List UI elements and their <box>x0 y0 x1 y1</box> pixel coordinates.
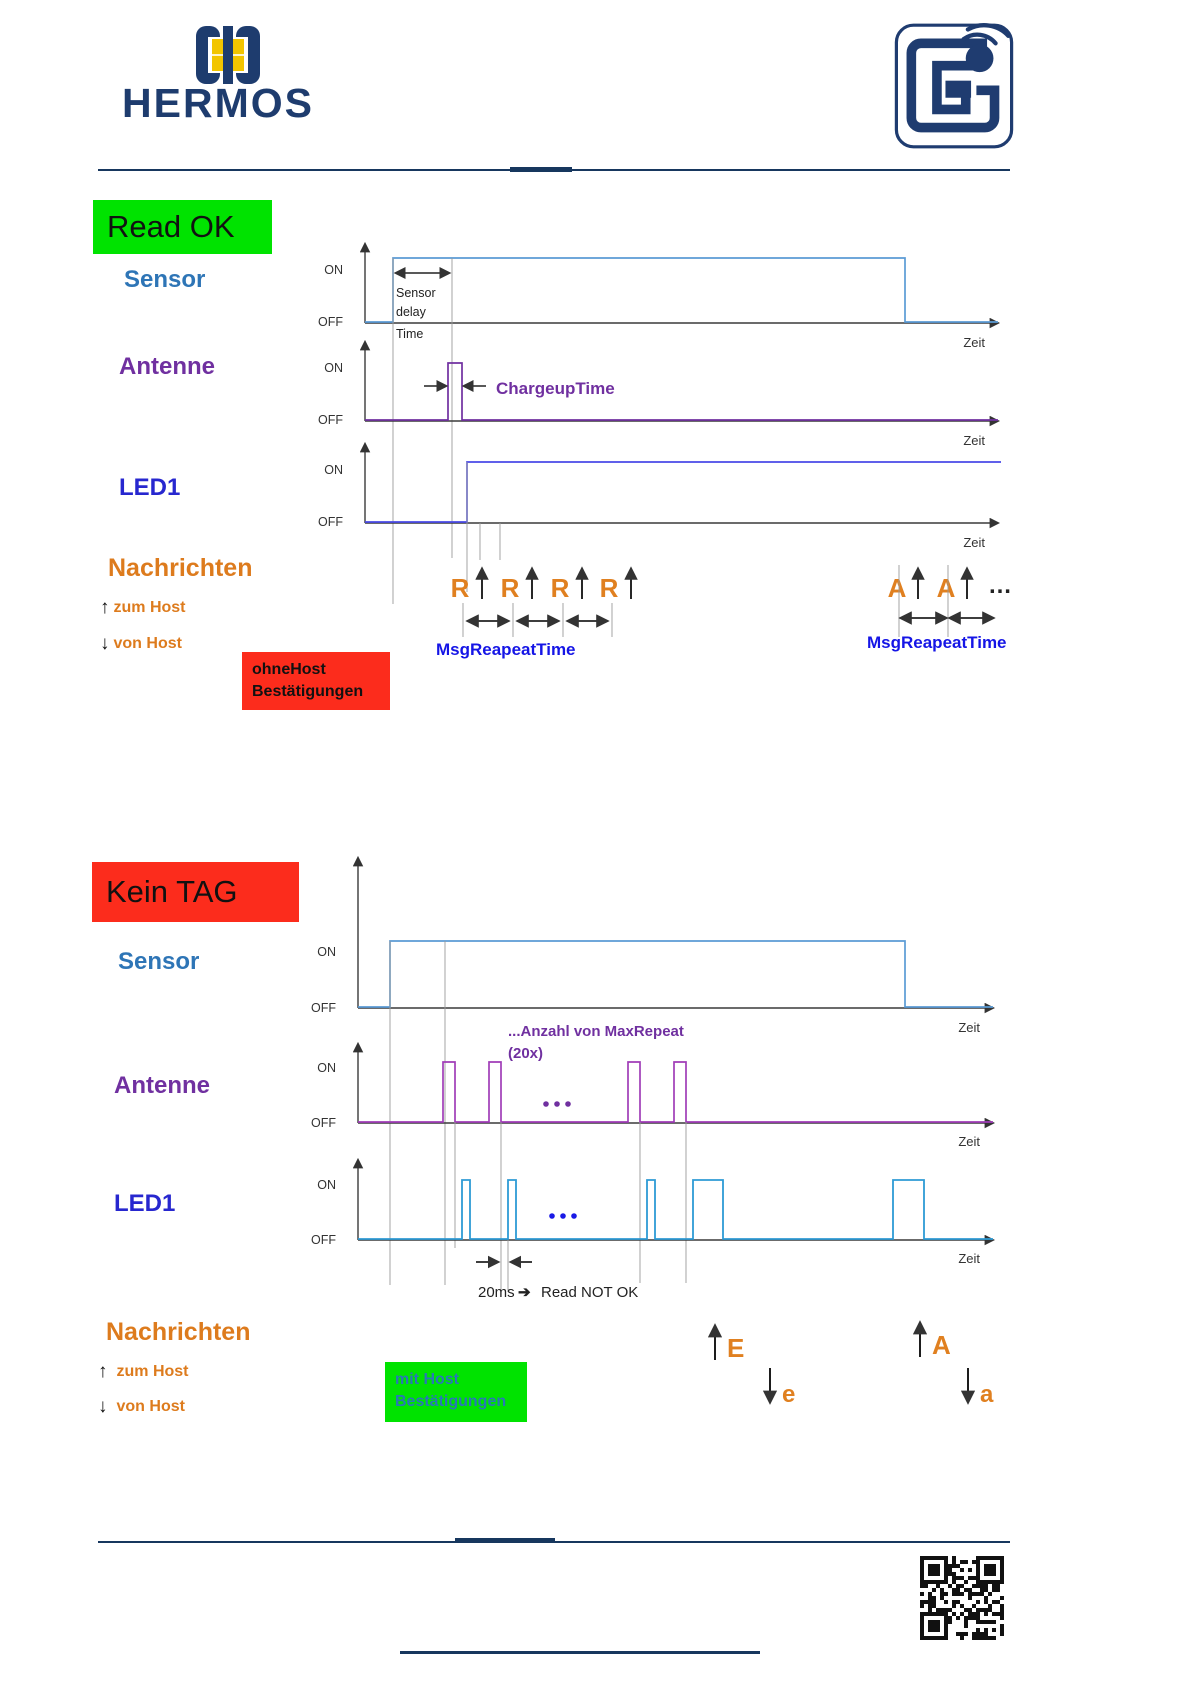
note-line2: Bestätigungen <box>395 1392 507 1410</box>
sensor-delay-line2: delay <box>396 305 427 319</box>
readok-led1-diagram: ON OFF Zeit <box>318 441 1001 592</box>
readok-sensor-diagram: ON OFF Zeit Sensor delay Time <box>318 241 1001 604</box>
sensor-delay-line3: Time <box>396 327 423 341</box>
msg-a: A <box>888 573 907 603</box>
msg-r: R <box>501 573 520 603</box>
off-label: OFF <box>318 413 343 427</box>
keintag-messages: E e A a <box>707 1320 994 1408</box>
readok-antenne-label: Antenne <box>119 353 215 380</box>
keintag-sensor-diagram: ON OFF Zeit <box>311 855 996 1285</box>
keintag-sensor-label: Sensor <box>118 948 200 975</box>
brand-wordmark: HERMOS <box>122 80 314 126</box>
zeit-label: Zeit <box>958 1251 980 1266</box>
readok-note-box: ohneHost Bestätigungen <box>242 652 390 710</box>
sensor-waveform <box>358 940 993 1008</box>
section-title-read-ok: Read OK <box>93 200 272 254</box>
zeit-label: Zeit <box>963 335 985 350</box>
readok-sensor-label: Sensor <box>124 266 206 293</box>
on-label: ON <box>324 361 343 375</box>
off-label: OFF <box>311 1001 336 1015</box>
down-arrow-icon: ↓ <box>98 1396 108 1417</box>
on-label: ON <box>317 1178 336 1192</box>
readok-messages: R R R R MsgReapeatTime A A … Msg <box>436 565 1012 659</box>
header-divider-accent <box>510 167 572 172</box>
hermos-logo-icon <box>196 26 260 84</box>
keintag-antenne-label: Antenne <box>114 1072 210 1099</box>
msg-r: R <box>600 573 619 603</box>
on-label: ON <box>317 945 336 959</box>
msg-e-up: E <box>727 1333 744 1363</box>
msg-a-down: a <box>980 1381 994 1408</box>
msg-repeat-time-label: MsgReapeatTime <box>867 633 1007 652</box>
msg-repeat-time-label: MsgReapeatTime <box>436 640 576 659</box>
up-arrow-icon: ↑ <box>100 597 110 618</box>
zum-host-label: zum Host <box>116 1362 189 1380</box>
readok-von-host-legend: ↓ von Host <box>100 634 182 653</box>
von-host-label: von Host <box>116 1397 185 1415</box>
arrow-glyph: ➔ <box>518 1284 531 1301</box>
readok-zum-host-legend: ↑ zum Host <box>100 598 186 617</box>
keintag-von-host-legend: ↓ von Host <box>98 1397 185 1416</box>
msg-a-up: A <box>932 1330 951 1360</box>
sensor-delay-line1: Sensor <box>396 286 436 300</box>
led1-waveform <box>358 1179 993 1240</box>
von-host-label: von Host <box>113 634 182 652</box>
note-line1: ohneHost <box>252 661 326 678</box>
off-label: OFF <box>318 315 343 329</box>
max-repeat-line2: (20x) <box>508 1045 543 1062</box>
off-label: OFF <box>311 1233 336 1247</box>
off-label: OFF <box>311 1116 336 1130</box>
qr-code <box>920 1556 1004 1640</box>
on-label: ON <box>317 1061 336 1075</box>
keintag-nachrichten-label: Nachrichten <box>106 1318 251 1346</box>
keintag-led1-label: LED1 <box>114 1190 176 1217</box>
msg-e-down: e <box>782 1381 795 1408</box>
ms-label: 20ms <box>478 1284 515 1301</box>
keintag-zum-host-legend: ↑ zum Host <box>98 1362 189 1381</box>
max-repeat-line1: ...Anzahl von MaxRepeat <box>508 1023 684 1040</box>
msg-a: A <box>937 573 956 603</box>
sensor-waveform <box>365 257 998 323</box>
msg-r: R <box>451 573 470 603</box>
antenne-waveform <box>365 362 998 421</box>
msg-r: R <box>551 573 570 603</box>
on-label: ON <box>324 263 343 277</box>
read-not-ok-label: Read NOT OK <box>541 1284 638 1301</box>
note-line2: Bestätigungen <box>252 682 364 700</box>
keintag-note-box: mit Host Bestätigungen <box>385 1362 527 1422</box>
readok-nachrichten-label: Nachrichten <box>108 554 253 582</box>
on-label: ON <box>324 463 343 477</box>
zeit-label: Zeit <box>963 433 985 448</box>
zum-host-label: zum Host <box>113 598 186 616</box>
footer-accent-line <box>400 1651 760 1654</box>
keintag-led1-diagram: ON OFF Zeit 20ms ➔ Read NOT OK <box>311 1157 996 1301</box>
up-arrow-icon: ↑ <box>98 1361 108 1382</box>
antenne-waveform <box>358 1061 993 1123</box>
zeit-label: Zeit <box>958 1134 980 1149</box>
off-label: OFF <box>318 515 343 529</box>
footer-divider-accent <box>455 1538 555 1543</box>
chargeup-time-label: ChargeupTime <box>496 379 615 398</box>
msg-ellipsis: … <box>988 572 1012 599</box>
zeit-label: Zeit <box>963 535 985 550</box>
rfid-tag-icon <box>894 23 1014 149</box>
zeit-label: Zeit <box>958 1020 980 1035</box>
down-arrow-icon: ↓ <box>100 633 110 654</box>
readok-antenne-diagram: ON OFF Zeit ChargeupTime <box>318 339 1001 448</box>
keintag-antenne-diagram: ON OFF Zeit ...Anzahl von MaxRepeat (20x… <box>311 1023 996 1292</box>
note-line1: mit Host <box>395 1371 459 1388</box>
led1-waveform <box>365 461 1001 523</box>
readok-led1-label: LED1 <box>119 474 181 501</box>
section-title-kein-tag: Kein TAG <box>92 862 299 922</box>
